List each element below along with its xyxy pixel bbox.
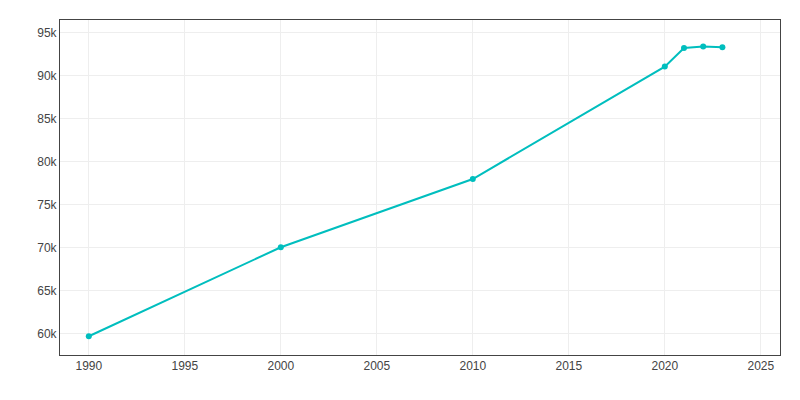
svg-text:1995: 1995 <box>171 359 198 373</box>
svg-text:95k: 95k <box>37 26 57 40</box>
svg-text:2025: 2025 <box>747 359 774 373</box>
svg-text:60k: 60k <box>37 327 57 341</box>
svg-text:85k: 85k <box>37 112 57 126</box>
svg-text:65k: 65k <box>37 284 57 298</box>
svg-text:2015: 2015 <box>555 359 582 373</box>
svg-text:2020: 2020 <box>651 359 678 373</box>
svg-text:90k: 90k <box>37 69 57 83</box>
svg-text:2005: 2005 <box>363 359 390 373</box>
svg-text:1990: 1990 <box>75 359 102 373</box>
svg-text:70k: 70k <box>37 241 57 255</box>
svg-text:2010: 2010 <box>459 359 486 373</box>
svg-text:2000: 2000 <box>267 359 294 373</box>
svg-text:80k: 80k <box>37 155 57 169</box>
svg-text:75k: 75k <box>37 198 57 212</box>
